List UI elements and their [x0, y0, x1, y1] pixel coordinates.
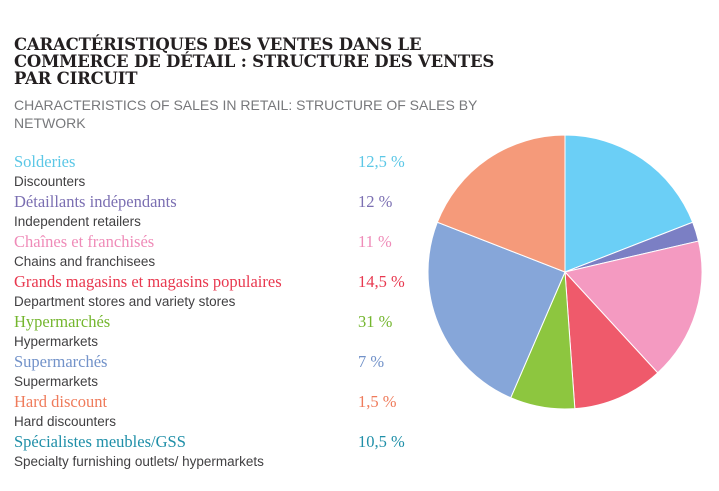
legend-label-french: Grands magasins et magasins populaires: [14, 272, 282, 291]
chart-title-english: CHARACTERISTICS OF SALES IN RETAIL: STRU…: [14, 97, 478, 131]
legend-percent: 11 %: [358, 232, 392, 251]
legend-label-english: Discounters: [14, 174, 86, 189]
legend-label-french: Spécialistes meubles/GSS: [14, 432, 186, 451]
legend-item: Solderies 12,5 % Discounters: [14, 150, 434, 190]
legend-label-english: Chains and franchisees: [14, 254, 156, 269]
pie-slice: [564, 270, 659, 410]
pie-slice: [427, 221, 566, 399]
legend-label-english: Hypermarkets: [14, 334, 99, 349]
legend-item: Hypermarchés 31 % Hypermarkets: [14, 310, 434, 350]
legend-item: Supermarchés 7 % Supermarkets: [14, 350, 434, 390]
legend-item: Grands magasins et magasins populaires 1…: [14, 270, 434, 310]
pie-slice: [564, 240, 703, 374]
legend-percent: 12 %: [358, 192, 393, 211]
legend-percent: 10,5 %: [358, 432, 405, 451]
legend-label-english: Hard discounters: [14, 414, 117, 429]
legend-item: Chaînes et franchisés 11 % Chains and fr…: [14, 230, 434, 270]
legend-percent: 14,5 %: [358, 272, 405, 291]
pie-slice: [564, 134, 694, 273]
legend-label-english: Department stores and variety stores: [14, 294, 236, 309]
legend-percent: 7 %: [358, 352, 385, 371]
legend-label-french: Chaînes et franchisés: [14, 232, 155, 251]
legend-label-french: Hypermarchés: [14, 312, 111, 331]
legend-label-french: Supermarchés: [14, 352, 108, 371]
legend: Solderies 12,5 % Discounters Détaillants…: [14, 150, 434, 470]
chart-title-french: CARACTÉRISTIQUES DES VENTES DANS LE COMM…: [14, 35, 495, 88]
legend-label-english: Independent retailers: [14, 214, 141, 229]
legend-percent: 31 %: [358, 312, 393, 331]
legend-item: Hard discount 1,5 % Hard discounters: [14, 390, 434, 430]
legend-label-french: Détaillants indépendants: [14, 192, 177, 211]
pie-chart: [427, 134, 703, 410]
legend-label-french: Hard discount: [14, 392, 108, 411]
legend-item: Détaillants indépendants 12 % Independen…: [14, 190, 434, 230]
legend-percent: 12,5 %: [358, 152, 405, 171]
legend-label-french: Solderies: [14, 152, 76, 171]
pie-slice: [436, 134, 566, 273]
legend-label-english: Supermarkets: [14, 374, 99, 389]
legend-label-english: Specialty furnishing outlets/ hypermarke…: [14, 454, 264, 469]
legend-percent: 1,5 %: [358, 392, 397, 411]
legend-item: Spécialistes meubles/GSS 10,5 % Specialt…: [14, 430, 434, 470]
